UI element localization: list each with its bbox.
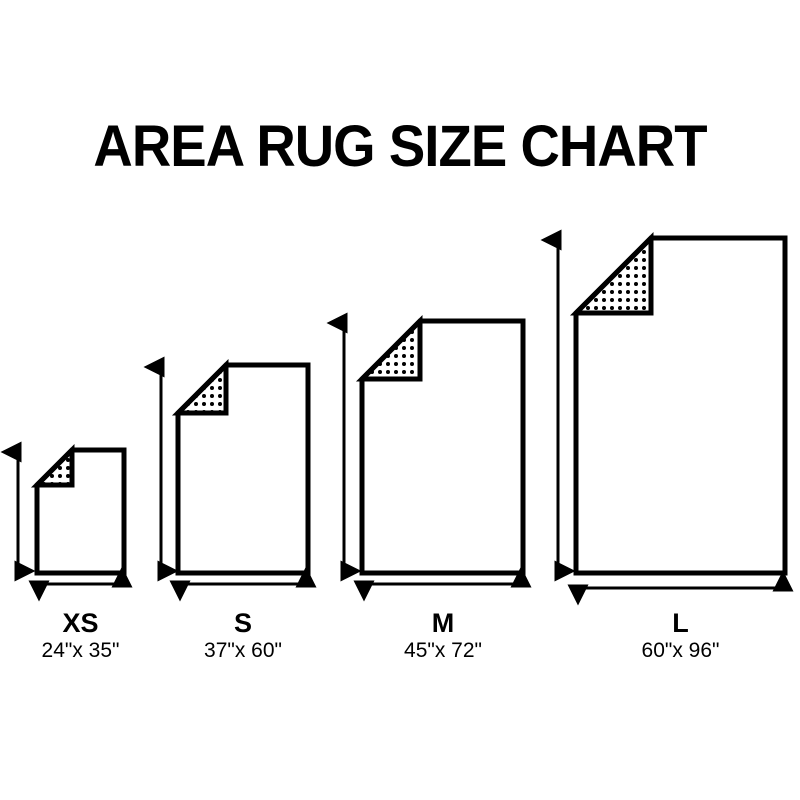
size-label-s: S xyxy=(233,608,252,638)
size-dimensions-l: 60"x 96" xyxy=(641,639,720,662)
size-caption-l: L 60"x 96" xyxy=(578,608,783,664)
rug-shape-xs xyxy=(30,443,127,576)
size-caption-xs: XS 24"x 35" xyxy=(0,608,161,664)
size-label-l: L xyxy=(672,608,689,638)
rug-fold-outline-m xyxy=(355,314,423,382)
rug-shape-s xyxy=(171,358,311,576)
rug-shape-l xyxy=(569,231,788,576)
size-caption-m: M 45"x 72" xyxy=(363,608,523,664)
rug-fold-outline-l xyxy=(569,231,654,316)
page-title: AREA RUG SIZE CHART xyxy=(93,114,707,179)
rug-fold-outline-xs xyxy=(30,443,75,488)
rug-shape-m xyxy=(355,314,526,576)
size-dimensions-m: 45"x 72" xyxy=(404,639,482,662)
size-dimensions-xs: 24"x 35" xyxy=(41,639,120,662)
size-label-m: M xyxy=(431,608,455,638)
size-caption-s: S 37"x 60" xyxy=(163,608,323,664)
rug-fold-outline-s xyxy=(171,358,229,416)
size-label-xs: XS xyxy=(62,608,99,638)
size-dimensions-s: 37"x 60" xyxy=(204,639,282,662)
